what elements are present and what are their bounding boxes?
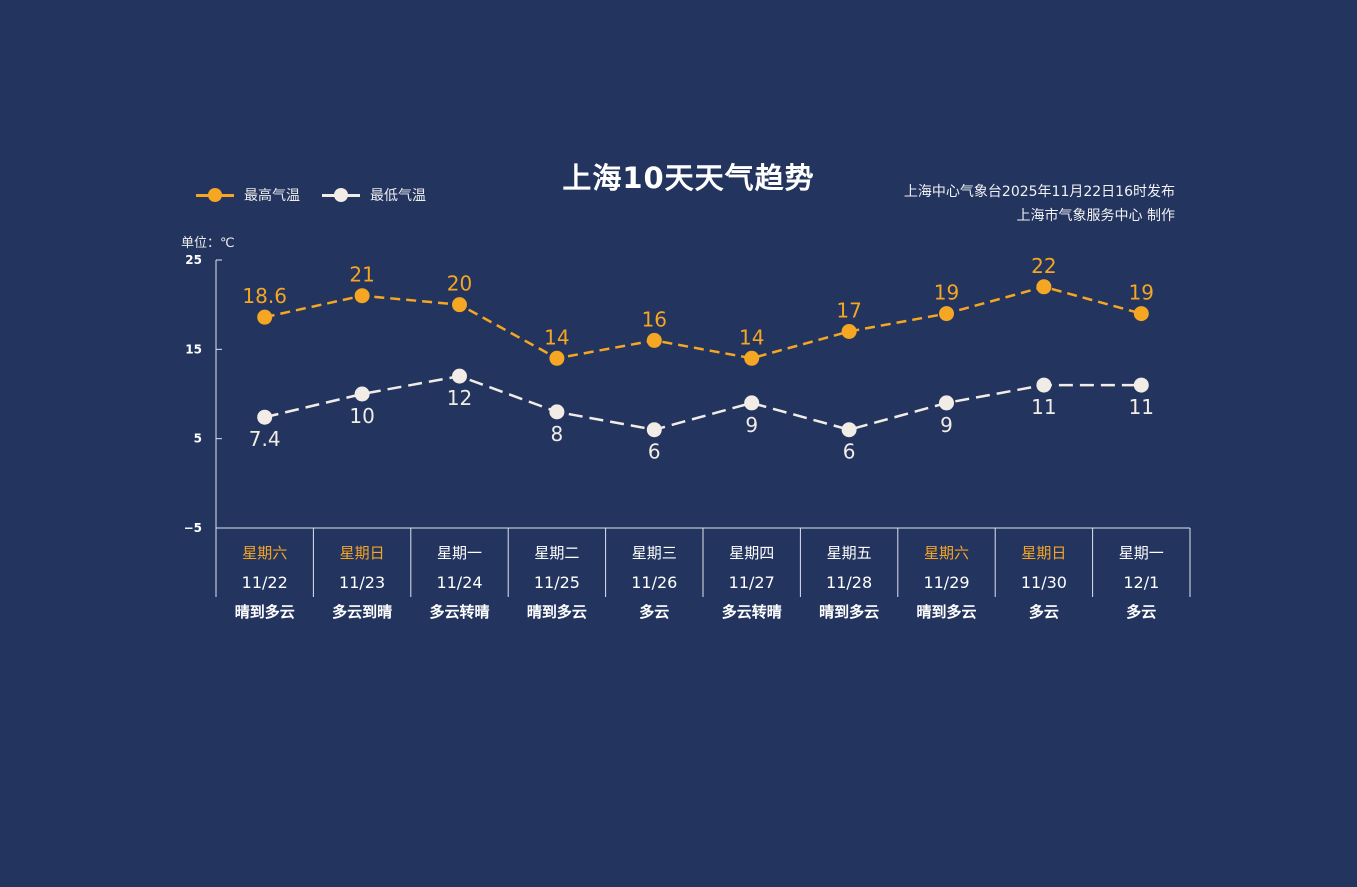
low-temp-point bbox=[939, 395, 954, 411]
high-temp-label: 19 bbox=[934, 281, 959, 305]
high-temp-label: 20 bbox=[447, 272, 472, 296]
weather-label: 多云转晴 bbox=[429, 603, 489, 621]
low-temp-point bbox=[257, 409, 273, 425]
high-temp-label: 14 bbox=[739, 325, 764, 349]
low-temp-label: 12 bbox=[447, 386, 472, 410]
publisher-line-1: 上海中心气象台2025年11月22日16时发布 bbox=[903, 184, 1175, 200]
date-label: 11/30 bbox=[1021, 573, 1067, 592]
y-tick-label: −5 bbox=[184, 521, 202, 535]
high-temp-line bbox=[264, 285, 1142, 360]
legend-label-high: 最高气温 bbox=[244, 188, 300, 204]
low-temp-label: 11 bbox=[1129, 395, 1154, 419]
high-temp-label: 22 bbox=[1031, 254, 1056, 278]
date-label: 11/28 bbox=[826, 573, 872, 592]
weather-label: 多云转晴 bbox=[722, 603, 782, 621]
low-temp-point bbox=[354, 386, 370, 402]
weather-label: 晴到多云 bbox=[819, 603, 879, 621]
weekday-label: 星期六 bbox=[242, 544, 287, 562]
date-label: 11/25 bbox=[534, 573, 580, 592]
high-temp-point bbox=[452, 297, 467, 313]
legend-item-high: 最高气温 bbox=[196, 185, 300, 205]
weekday-label: 星期四 bbox=[729, 544, 774, 562]
date-label: 11/23 bbox=[339, 573, 385, 592]
low-temp-label: 11 bbox=[1031, 395, 1056, 419]
low-temp-point bbox=[452, 368, 467, 384]
weather-label: 多云到晴 bbox=[332, 603, 392, 621]
low-temp-line bbox=[264, 374, 1142, 432]
low-temp-point bbox=[1036, 377, 1052, 393]
high-temp-point bbox=[1133, 306, 1149, 322]
legend-item-low: 最低气温 bbox=[322, 185, 426, 205]
high-temp-point bbox=[939, 306, 954, 322]
high-temp-point bbox=[646, 332, 662, 348]
legend-high-marker-icon bbox=[196, 188, 234, 202]
high-temp-point bbox=[841, 323, 857, 339]
legend: 最高气温 最低气温 bbox=[196, 185, 448, 205]
low-temp-point bbox=[1133, 377, 1149, 393]
chart-title: 上海10天天气趋势 bbox=[562, 161, 815, 195]
date-label: 11/24 bbox=[436, 573, 482, 592]
y-tick-label: 5 bbox=[194, 432, 202, 446]
low-temp-point bbox=[841, 422, 857, 438]
low-temp-label: 6 bbox=[843, 440, 856, 464]
high-temp-label: 21 bbox=[349, 263, 374, 287]
high-temp-point bbox=[354, 288, 370, 304]
legend-label-low: 最低气温 bbox=[370, 188, 426, 204]
weather-label: 晴到多云 bbox=[916, 603, 976, 621]
unit-label: 单位：℃ bbox=[181, 236, 235, 251]
low-temp-point bbox=[744, 395, 760, 411]
high-temp-point bbox=[1036, 279, 1052, 295]
publisher-info: 上海中心气象台2025年11月22日16时发布 上海市气象服务中心 制作 bbox=[904, 180, 1175, 228]
weekday-label: 星期二 bbox=[534, 544, 579, 562]
date-label: 12/1 bbox=[1123, 573, 1159, 592]
low-temp-label: 10 bbox=[349, 404, 374, 428]
high-temp-label: 19 bbox=[1129, 281, 1154, 305]
low-temp-label: 9 bbox=[940, 413, 953, 437]
date-label: 11/26 bbox=[631, 573, 677, 592]
weather-label: 多云 bbox=[1126, 603, 1156, 621]
legend-low-marker-icon bbox=[322, 188, 360, 202]
high-temp-label: 17 bbox=[836, 298, 861, 322]
date-label: 11/22 bbox=[242, 573, 288, 592]
date-label: 11/27 bbox=[729, 573, 775, 592]
weekday-label: 星期五 bbox=[827, 544, 872, 562]
high-temp-point bbox=[257, 309, 273, 325]
weekday-label: 星期日 bbox=[1021, 544, 1066, 562]
weekday-label: 星期三 bbox=[632, 544, 677, 562]
weather-label: 多云 bbox=[639, 603, 669, 621]
weekday-label: 星期一 bbox=[1119, 544, 1164, 562]
low-temp-label: 8 bbox=[551, 422, 564, 446]
high-temp-point bbox=[549, 350, 565, 366]
weather-label: 多云 bbox=[1029, 603, 1059, 621]
y-tick-label: 15 bbox=[185, 342, 202, 356]
weather-label: 晴到多云 bbox=[527, 603, 587, 621]
publisher-line-2: 上海市气象服务中心 制作 bbox=[1016, 208, 1175, 224]
weather-label: 晴到多云 bbox=[235, 603, 295, 621]
high-temp-label: 14 bbox=[544, 325, 569, 349]
weekday-label: 星期一 bbox=[437, 544, 482, 562]
y-tick-label: 25 bbox=[185, 253, 202, 267]
weekday-label: 星期六 bbox=[924, 544, 969, 562]
high-temp-label: 18.6 bbox=[242, 284, 287, 308]
date-label: 11/29 bbox=[923, 573, 969, 592]
low-temp-label: 6 bbox=[648, 440, 661, 464]
low-temp-label: 9 bbox=[745, 413, 758, 437]
low-temp-label: 7.4 bbox=[249, 427, 281, 451]
low-temp-point bbox=[646, 422, 662, 438]
high-temp-point bbox=[744, 350, 760, 366]
low-temp-point bbox=[549, 404, 565, 420]
high-temp-label: 16 bbox=[642, 307, 667, 331]
weekday-label: 星期日 bbox=[340, 544, 385, 562]
